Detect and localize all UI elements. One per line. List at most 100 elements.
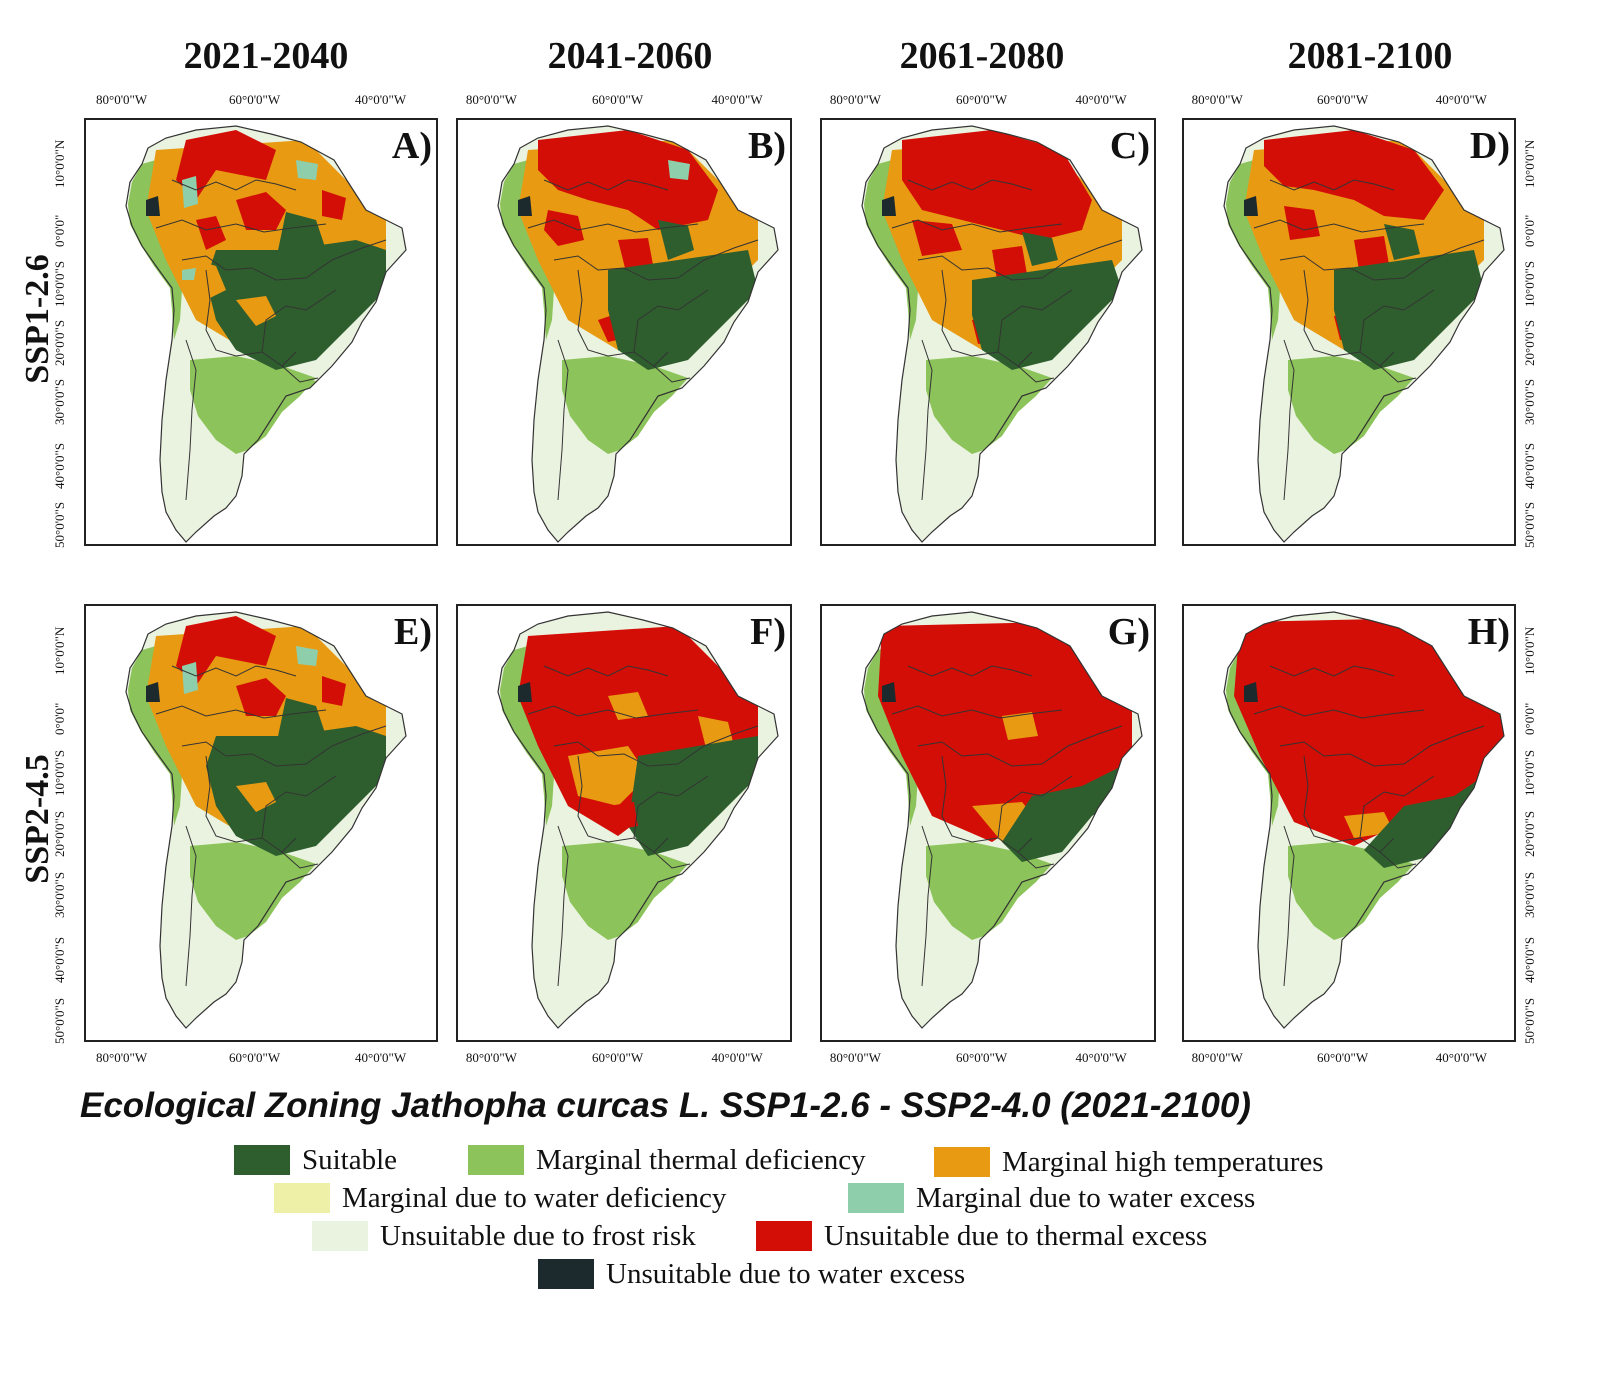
lat-tick-label: 30°0'0"S (52, 379, 67, 426)
lat-tick-label: 40°0'0"S (52, 936, 67, 983)
legend-swatch (538, 1259, 594, 1289)
south-america-map (1184, 606, 1514, 1040)
legend-label: Marginal due to water excess (916, 1181, 1256, 1214)
legend-label: Marginal thermal deficiency (536, 1143, 866, 1176)
lon-tick-label-top: 60°0'0"W (956, 92, 1008, 107)
legend-suitable: Suitable (234, 1144, 397, 1176)
panel-label: H) (1467, 611, 1510, 653)
map-panel-d: D) (1182, 118, 1516, 546)
lat-tick-label: 20°0'0"S (52, 810, 67, 857)
legend-swatch (934, 1147, 990, 1177)
lat-tick-label: 0°0'0" (52, 214, 67, 248)
lon-tick-label-bottom: 80°0'0"W (96, 1050, 148, 1065)
legend-swatch (312, 1221, 368, 1251)
lon-tick-label-top: 40°0'0"W (355, 92, 407, 107)
column-title-3: 2061-2080 (899, 35, 1065, 77)
legend-label: Suitable (302, 1143, 398, 1176)
lat-tick-label: 10°0'0"N (52, 626, 67, 675)
legend-label: Unsuitable due to thermal excess (824, 1219, 1208, 1252)
lat-tick-label: 30°0'0"S (1522, 379, 1537, 426)
lat-tick-label: 30°0'0"S (1522, 871, 1537, 918)
south-america-map (86, 120, 436, 544)
lat-tick-label: 20°0'0"S (52, 319, 67, 366)
legend-label: Marginal high temperatures (1002, 1145, 1324, 1178)
south-america-map (86, 606, 436, 1040)
lon-tick-label-top: 60°0'0"W (229, 92, 281, 107)
lat-tick-label: 10°0'0"S (52, 750, 67, 797)
legend-marginal-water-excess: Marginal due to water excess (848, 1182, 1255, 1214)
legend-swatch (756, 1221, 812, 1251)
lon-tick-label-bottom: 80°0'0"W (1191, 1050, 1243, 1065)
lat-tick-label: 10°0'0"N (1522, 139, 1537, 188)
lon-tick-label-top: 80°0'0"W (1191, 92, 1243, 107)
map-panel-b: B) (456, 118, 792, 546)
column-title-1: 2021-2040 (183, 35, 349, 77)
lat-tick-label: 10°0'0"S (1522, 260, 1537, 307)
lat-tick-label: 10°0'0"N (1522, 626, 1537, 675)
lon-tick-label-bottom: 80°0'0"W (465, 1050, 517, 1065)
lon-tick-label-bottom: 60°0'0"W (592, 1050, 644, 1065)
south-america-map (1184, 120, 1514, 544)
legend-swatch (234, 1145, 290, 1175)
legend-label: Unsuitable due to water excess (606, 1257, 966, 1290)
panel-label: B) (748, 125, 786, 167)
map-panel-c: C) (820, 118, 1156, 546)
legend-marginal-water-deficiency: Marginal due to water deficiency (274, 1182, 726, 1214)
legend-unsuitable-frost-risk: Unsuitable due to frost risk (312, 1220, 696, 1252)
lon-tick-label-top: 80°0'0"W (829, 92, 881, 107)
legend-marginal-high-temperatures: Marginal high temperatures (934, 1146, 1324, 1178)
map-panel-h: H) (1182, 604, 1516, 1042)
map-panel-f: F) (456, 604, 792, 1042)
south-america-map (822, 606, 1154, 1040)
lat-tick-label: 0°0'0" (52, 703, 67, 736)
lat-tick-label: 20°0'0"S (1522, 319, 1537, 366)
south-america-map (458, 606, 790, 1040)
lon-tick-label-top: 40°0'0"W (711, 92, 763, 107)
panel-label: C) (1109, 125, 1150, 167)
figure-title: Ecological Zoning Jathopha curcas L. SSP… (80, 1086, 1251, 1125)
lat-tick-label: 50°0'0"S (52, 997, 67, 1044)
column-title-4: 2081-2100 (1287, 35, 1453, 77)
map-panel-g: G) (820, 604, 1156, 1042)
south-america-map (822, 120, 1154, 544)
lon-tick-label-bottom: 40°0'0"W (1075, 1050, 1127, 1065)
panel-label: G) (1107, 611, 1150, 653)
lon-tick-label-top: 40°0'0"W (1075, 92, 1127, 107)
lon-tick-label-top: 60°0'0"W (1317, 92, 1369, 107)
lat-tick-label: 20°0'0"S (1522, 810, 1537, 857)
legend-unsuitable-water-excess: Unsuitable due to water excess (538, 1258, 965, 1290)
lon-tick-label-top: 80°0'0"W (96, 92, 148, 107)
panel-label: F) (750, 611, 786, 653)
lon-tick-label-top: 40°0'0"W (1435, 92, 1487, 107)
legend-swatch (274, 1183, 330, 1213)
lon-tick-label-bottom: 40°0'0"W (355, 1050, 407, 1065)
lat-tick-label: 40°0'0"S (1522, 936, 1537, 983)
lon-tick-label-bottom: 60°0'0"W (956, 1050, 1008, 1065)
legend-label: Unsuitable due to frost risk (380, 1219, 696, 1252)
legend-swatch (848, 1183, 904, 1213)
lat-tick-label: 10°0'0"S (52, 260, 67, 307)
panel-label: E) (394, 611, 432, 653)
lon-tick-label-bottom: 80°0'0"W (829, 1050, 881, 1065)
legend-unsuitable-thermal-excess: Unsuitable due to thermal excess (756, 1220, 1207, 1252)
lon-tick-label-bottom: 60°0'0"W (229, 1050, 281, 1065)
lat-tick-label: 0°0'0" (1522, 214, 1537, 248)
lat-tick-label: 50°0'0"S (1522, 502, 1537, 549)
column-title-2: 2041-2060 (547, 35, 713, 77)
lat-tick-label: 30°0'0"S (52, 871, 67, 918)
south-america-map (458, 120, 790, 544)
lat-tick-label: 50°0'0"S (52, 502, 67, 549)
map-panel-a: A) (84, 118, 438, 546)
legend-marginal-thermal-deficiency: Marginal thermal deficiency (468, 1144, 866, 1176)
lat-tick-label: 10°0'0"N (52, 139, 67, 188)
lon-tick-label-bottom: 60°0'0"W (1317, 1050, 1369, 1065)
panel-label: D) (1469, 125, 1510, 167)
lon-tick-label-bottom: 40°0'0"W (1435, 1050, 1487, 1065)
lon-tick-label-top: 60°0'0"W (592, 92, 644, 107)
lat-tick-label: 50°0'0"S (1522, 997, 1537, 1044)
lat-tick-label: 40°0'0"S (52, 442, 67, 489)
map-panel-e: E) (84, 604, 438, 1042)
lat-tick-label: 10°0'0"S (1522, 750, 1537, 797)
lat-tick-label: 0°0'0" (1522, 703, 1537, 736)
legend-label: Marginal due to water deficiency (342, 1181, 727, 1214)
